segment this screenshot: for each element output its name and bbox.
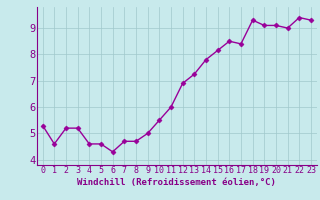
X-axis label: Windchill (Refroidissement éolien,°C): Windchill (Refroidissement éolien,°C)	[77, 178, 276, 187]
